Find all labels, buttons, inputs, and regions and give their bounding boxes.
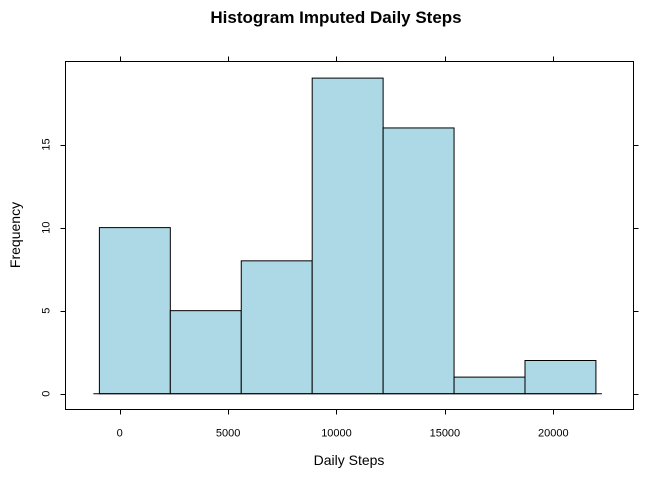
y-tick-labels: 0 5 10 15 <box>41 138 53 396</box>
histogram-bar <box>240 260 313 395</box>
y-axis-label: Frequency <box>7 202 23 268</box>
x-tick-labels: 0 5000 10000 15000 20000 <box>117 428 569 440</box>
y-tick-label: 0 <box>41 391 53 397</box>
x-tick-label: 15000 <box>430 428 461 440</box>
histogram-bar <box>382 127 455 395</box>
x-tick-label: 0 <box>117 428 123 440</box>
y-tick-label: 10 <box>41 221 53 233</box>
y-tick-label: 15 <box>41 138 53 150</box>
y-tick-label: 5 <box>41 308 53 314</box>
histogram-bar <box>311 77 384 395</box>
x-axis-label: Daily Steps <box>314 452 385 468</box>
x-tick-label: 5000 <box>216 428 240 440</box>
bars <box>93 77 602 395</box>
chart-title: Histogram Imputed Daily Steps <box>210 8 461 27</box>
axis-ticks <box>60 56 639 415</box>
histogram-bar <box>98 227 171 395</box>
histogram-bar <box>453 376 526 395</box>
plot-frame <box>65 61 634 410</box>
histogram-bar <box>169 310 242 395</box>
histogram-bar <box>524 359 597 395</box>
x-tick-label: 20000 <box>538 428 569 440</box>
x-tick-label: 10000 <box>321 428 352 440</box>
